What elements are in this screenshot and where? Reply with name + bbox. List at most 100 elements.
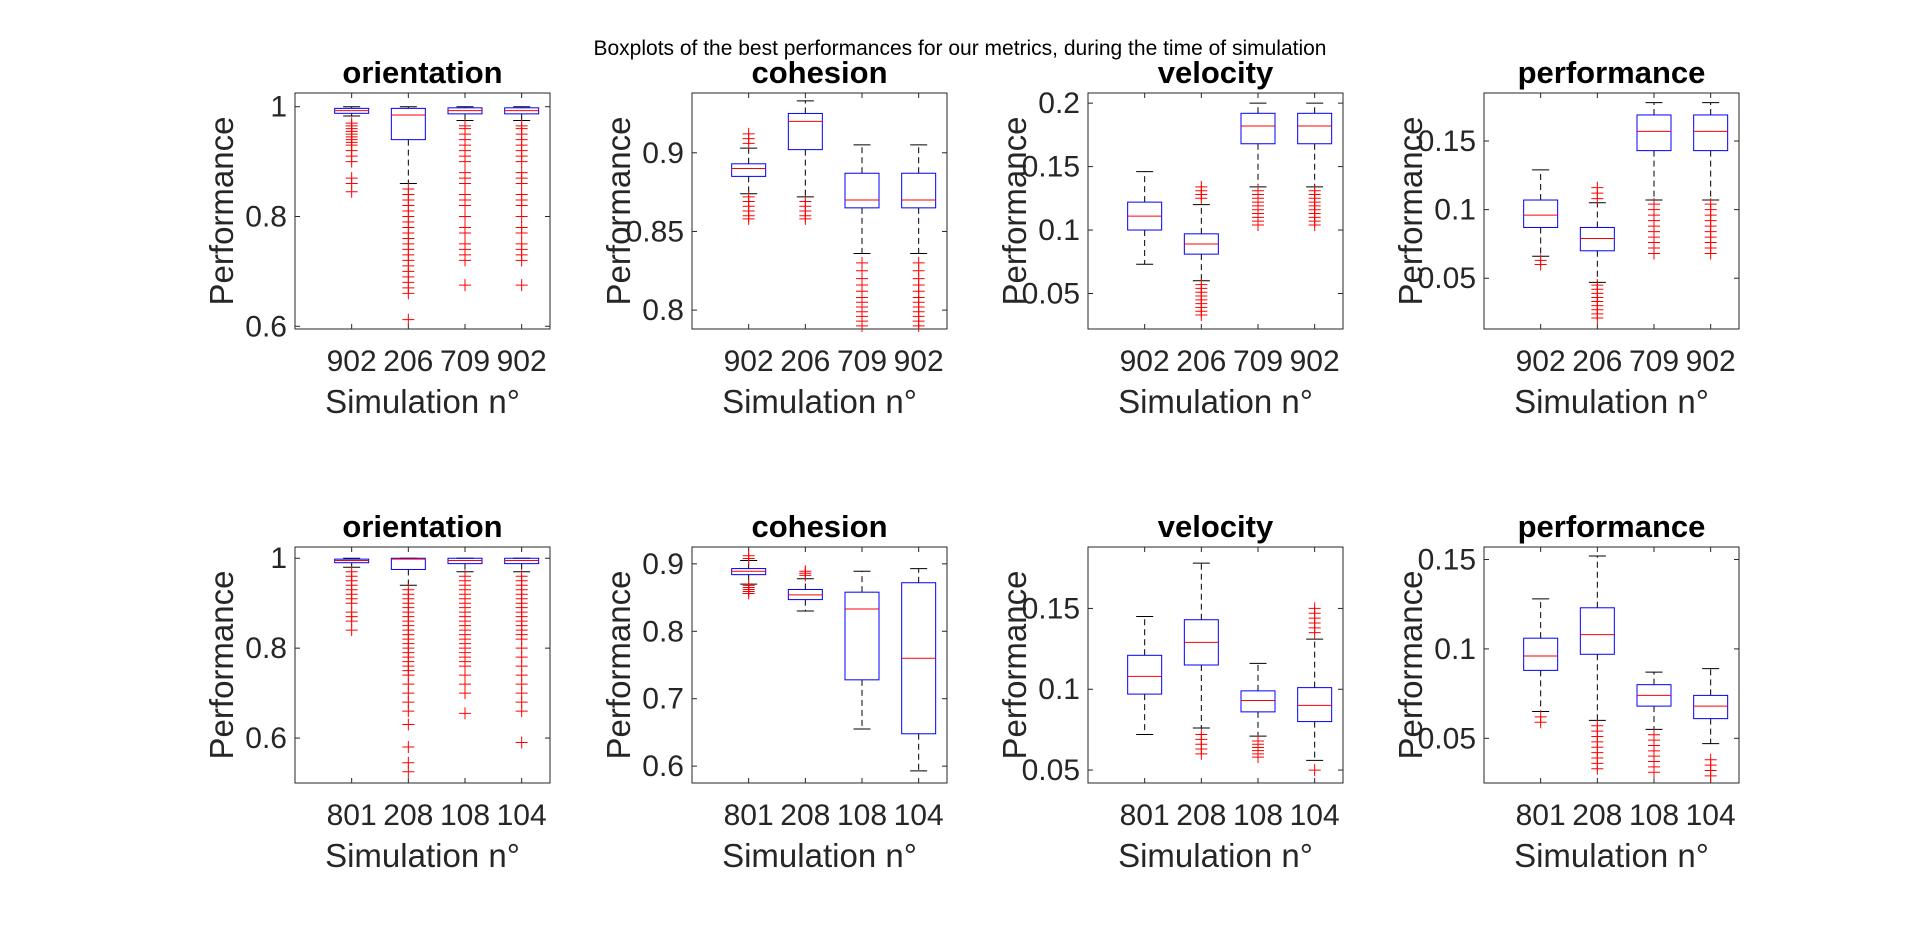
iqr-box: [844, 591, 880, 681]
x-tick-label: 801: [1516, 799, 1566, 832]
x-tick-label: 902: [724, 345, 774, 378]
subplot-title: cohesion: [751, 55, 887, 90]
y-tick-label: 1: [270, 542, 287, 575]
y-tick-label: 0.8: [642, 615, 684, 648]
iqr-box: [1240, 112, 1276, 145]
box-709: [1240, 102, 1276, 231]
iqr-box: [1297, 687, 1333, 723]
outlier-marker: [402, 718, 415, 731]
y-tick-label: 0.05: [1418, 722, 1476, 755]
y-tick-label: 0.6: [245, 310, 287, 343]
outlier-marker: [345, 155, 358, 168]
outlier-marker: [1591, 192, 1604, 205]
outlier-marker: [1308, 218, 1321, 231]
box-208: [787, 565, 823, 612]
outlier-marker: [459, 254, 471, 267]
box-104: [901, 568, 937, 772]
outlier-marker: [1704, 769, 1717, 782]
box-902: [334, 106, 370, 198]
y-tick-label: 0.15: [1022, 592, 1080, 625]
y-axis-label: Performance: [203, 117, 240, 306]
y-tick-label: 0.8: [245, 200, 287, 233]
outlier-marker: [856, 319, 868, 332]
outlier-marker: [515, 177, 528, 190]
subplot-orientation-2: orientation 0.6 0.8 1 Performance Simulation …: [203, 509, 551, 874]
outlier-marker: [1534, 258, 1547, 271]
box-801: [334, 557, 370, 637]
x-tick-label: 104: [1290, 799, 1340, 832]
x-tick-label: 104: [497, 799, 547, 832]
outlier-marker: [742, 137, 755, 150]
box-902: [731, 127, 767, 225]
outlier-marker: [402, 741, 415, 754]
x-tick-label: 902: [894, 345, 944, 378]
box-902: [901, 144, 937, 332]
y-tick-label: 0.15: [1418, 125, 1476, 158]
iqr-box: [1636, 114, 1672, 152]
box-801: [731, 549, 767, 600]
outlier-marker: [459, 687, 471, 700]
box-206: [787, 100, 823, 225]
y-tick-label: 0.1: [1434, 194, 1476, 227]
outlier-marker: [402, 705, 415, 718]
x-tick-label: 206: [383, 345, 433, 378]
axes-frame: [691, 546, 948, 784]
box-208: [390, 557, 426, 778]
box-206: [1579, 181, 1615, 325]
y-tick-label: 0.85: [626, 215, 684, 248]
y-tick-label: 0.05: [1022, 754, 1080, 787]
subplot-grid: orientation 0.6 0.8 1 Performance Simulation …: [203, 55, 1740, 874]
x-tick-label: 206: [780, 345, 830, 378]
outlier-marker: [742, 552, 755, 565]
box-108: [447, 557, 483, 720]
y-tick-label: 0.2: [1038, 87, 1080, 120]
x-tick-label: 902: [1686, 345, 1736, 378]
outlier-marker: [1308, 764, 1321, 777]
outlier-marker: [799, 212, 812, 225]
box-104: [504, 557, 540, 749]
box-208: [1183, 562, 1219, 760]
x-tick-label: 801: [1120, 799, 1170, 832]
y-tick-label: 0.6: [642, 750, 684, 783]
iqr-box: [390, 107, 426, 141]
box-902: [1127, 171, 1163, 265]
box-104: [1297, 602, 1333, 777]
y-tick-label: 0.1: [1038, 673, 1080, 706]
box-206: [390, 106, 426, 326]
subplot-title: velocity: [1158, 509, 1274, 544]
y-tick-label: 0.15: [1022, 151, 1080, 184]
x-tick-label: 208: [780, 799, 830, 832]
x-tick-label: 801: [327, 799, 377, 832]
iqr-box: [1240, 690, 1276, 713]
box-208: [1579, 555, 1615, 775]
x-tick-label: 902: [1120, 345, 1170, 378]
iqr-box: [1579, 226, 1615, 252]
subplot-title: performance: [1518, 509, 1706, 544]
outlier-marker: [459, 226, 471, 239]
y-tick-label: 1: [270, 91, 287, 124]
outlier-marker: [515, 736, 528, 749]
box-902: [1297, 102, 1333, 231]
outlier-marker: [742, 587, 755, 600]
box-709: [844, 144, 880, 332]
outlier-marker: [1252, 751, 1264, 764]
x-tick-label: 108: [440, 799, 490, 832]
x-axis-label: Simulation n°: [325, 383, 520, 420]
outlier-marker: [459, 155, 471, 168]
x-tick-label: 902: [1290, 345, 1340, 378]
subplot-title: cohesion: [751, 509, 887, 544]
outlier-marker: [1591, 762, 1604, 775]
outlier-marker: [515, 279, 528, 292]
x-axis-label: Simulation n°: [1514, 837, 1709, 874]
box-104: [1693, 668, 1729, 782]
outlier-marker: [515, 199, 528, 212]
subplot-title: orientation: [342, 55, 502, 90]
box-902: [504, 106, 540, 292]
subplot-orientation-1: orientation 0.6 0.8 1 Performance Simulation …: [203, 55, 551, 420]
figure-title: Boxplots of the best performances for ou…: [593, 37, 1326, 60]
outlier-marker: [459, 199, 471, 212]
outlier-marker: [459, 279, 471, 292]
outlier-marker: [742, 212, 755, 225]
